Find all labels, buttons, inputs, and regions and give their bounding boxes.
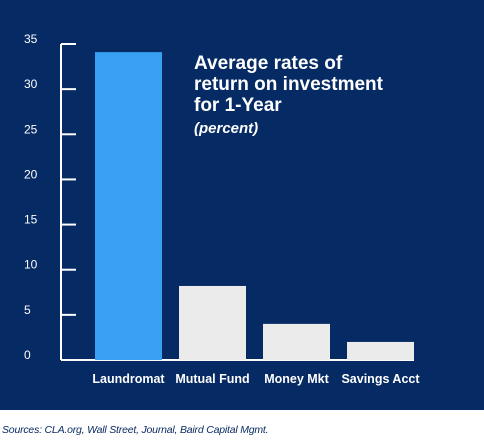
y-tick-label: 20 <box>24 167 38 181</box>
y-tick-label: 15 <box>24 213 38 227</box>
category-label: Mutual Fund <box>175 372 249 386</box>
bar-laundromat <box>95 52 162 361</box>
y-tick-label: 30 <box>24 77 38 91</box>
y-tick-label: 5 <box>24 303 31 317</box>
category-label: Savings Acct <box>341 372 420 386</box>
y-tick-label: 10 <box>24 258 38 272</box>
y-tick-label: 0 <box>24 348 31 362</box>
bar-money-mkt <box>263 323 330 360</box>
bar-chart: 0 5 10 15 20 25 30 35 Laundromat Mutual Fund Mone… <box>24 32 420 386</box>
bar-savings-acct <box>347 341 414 360</box>
chart-title-line: for 1-Year <box>194 95 282 116</box>
chart-title-line: return on investment <box>194 74 384 95</box>
bar-mutual-fund <box>179 285 246 360</box>
source-note: Sources: CLA.org, Wall Street, Journal, … <box>2 424 269 436</box>
category-label: Laundromat <box>92 372 165 386</box>
chart-title-line: Average rates of <box>194 53 343 74</box>
chart-subtitle: (percent) <box>194 120 258 137</box>
y-tick-label: 35 <box>24 32 38 46</box>
chart-panel: 0 5 10 15 20 25 30 35 Laundromat Mutual Fund Mone… <box>0 0 484 410</box>
y-tick-label: 25 <box>24 122 38 136</box>
category-labels: Laundromat Mutual Fund Money Mkt Savings Ac… <box>92 372 420 386</box>
bars <box>95 52 414 361</box>
category-label: Money Mkt <box>264 372 329 386</box>
